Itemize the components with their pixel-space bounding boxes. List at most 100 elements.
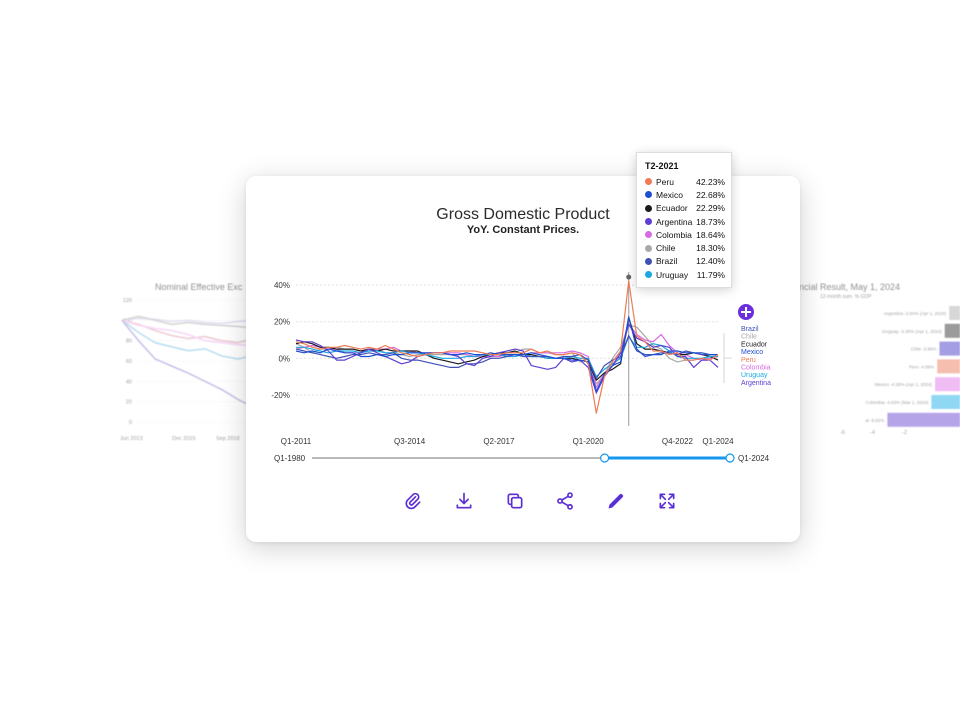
tooltip-title: T2-2021 [645,161,679,171]
x-tick-label: Q1-2024 [702,437,734,446]
share-button[interactable] [552,488,578,514]
series-color-dot [645,244,652,252]
bg-right-bar-label: Colombia -4.63% (Mar 1, 2024) [866,400,929,405]
tooltip-series-value: 12.40% [696,256,725,267]
background-fiscal-chart: ancial Result, May 1, 2024 12-month sum. … [794,282,960,436]
legend-label-peru: Peru [741,357,756,364]
legend-label-ecuador: Ecuador [741,341,768,348]
tooltip-series-value: 18.30% [696,243,725,254]
bg-right-bar [931,395,960,409]
bg-right-bar [887,412,960,427]
tooltip-series-name: Ecuador [656,203,688,214]
x-tick-label: Q4-2022 [662,437,694,446]
bg-left-x-tick: Dec 2015 [172,436,196,442]
y-tick-label: -20% [271,391,290,400]
series-color-dot [645,271,652,279]
slider-start-label: Q1-1980 [274,454,306,463]
series-color-dot [645,204,652,212]
legend-label-mexico: Mexico [741,349,763,356]
link-button[interactable] [400,488,426,514]
tooltip-series-name: Argentina [656,216,693,227]
chart-title: Gross Domestic Product [436,206,610,223]
bg-left-y-tick: 80 [126,339,132,345]
bg-right-x-tick: -4 [870,430,875,436]
legend-label-colombia: Colombia [741,365,771,372]
tooltip-series-name: Chile [656,243,676,254]
bg-right-bar-label: al -8.82% [865,418,884,423]
tooltip-rows: Peru 42.23% Mexico 22.68% Ecuador 22.29% Argen… [637,175,731,281]
tooltip-series-value: 22.29% [696,203,725,214]
tooltip-row: Argentina 18.73% [637,215,731,228]
tooltip-series-value: 18.64% [696,229,725,240]
bg-right-bar-label: Peru -4.08% [909,364,934,369]
tooltip-row: Mexico 22.68% [637,188,731,201]
series-color-dot [645,231,652,239]
bg-left-x-tick: Sep 2018 [216,436,240,442]
bg-right-x-tick: -6 [840,430,845,436]
copy-button[interactable] [502,488,528,514]
bg-right-bar [937,359,960,374]
tooltip-row: Chile 18.30% [637,241,731,254]
tooltip-row: Brazil 12.40% [637,255,731,268]
legend-label-brazil: Brazil [741,326,759,333]
tooltip-row: Ecuador 22.29% [637,202,731,215]
series-line-mexico [295,316,718,392]
y-tick-label: 20% [274,318,290,327]
tooltip-series-name: Colombia [656,229,692,240]
bg-right-bar-label: Mexico -4.28% (Apr 1, 2024) [875,382,933,387]
x-tick-label: Q2-2017 [483,437,515,446]
bg-left-y-tick: 20 [126,400,132,406]
bg-left-y-tick: 40 [126,379,132,385]
slider-handle-end[interactable] [725,453,735,463]
hover-tooltip: T2-2021 Peru 42.23% Mexico 22.68% Ecuador 22.… [636,152,732,288]
x-tick-label: Q3-2014 [394,437,426,446]
bg-left-y-tick: 60 [126,359,132,365]
tooltip-series-value: 18.73% [696,216,725,227]
legend-label-uruguay: Uruguay [741,372,768,379]
series-color-dot [645,257,652,265]
edit-icon [608,493,624,509]
tooltip-row: Uruguay 11.79% [637,268,731,281]
bg-right-bar [935,377,960,392]
hover-marker [626,274,632,280]
link-icon [405,492,421,510]
tooltip-series-name: Peru [656,176,674,187]
bg-left-x-tick: Jun 2013 [120,436,143,442]
gdp-chart: 40% 20% 0% -20% Q1-2011 Q3-2014 Q2-2017 Q1-2020… [271,272,771,463]
expand-button[interactable] [654,488,680,514]
y-tick-label: 0% [278,354,290,363]
tooltip-series-value: 42.23% [696,176,725,187]
share-icon [557,492,574,510]
series-color-dot [645,218,652,226]
legend-bracket [723,333,732,383]
bg-right-title: ancial Result, May 1, 2024 [794,282,900,292]
x-tick-label: Q1-2020 [573,437,605,446]
tooltip-series-value: 11.79% [696,269,725,280]
series-color-dot [645,191,652,199]
bg-right-bar [944,323,960,338]
copy-icon [507,493,523,509]
x-tick-label: Q1-2011 [281,437,312,446]
tooltip-row: Peru 42.23% [637,175,731,188]
tooltip-row: Colombia 18.64% [637,228,731,241]
chart-toolbar [400,488,680,514]
edit-button[interactable] [603,488,629,514]
bg-right-bar-label: Chile -3.86% [911,347,937,352]
y-tick-label: 40% [274,281,290,290]
bg-left-y-tick: 120 [123,298,132,304]
download-icon [456,492,472,509]
legend-label-argentina: Argentina [741,380,771,387]
bg-left-title: Nominal Effective Exc [155,282,243,292]
slider-handle-start[interactable] [600,453,610,463]
bg-right-bar-label: Uruguay -3.36% (Apr 1, 2024) [882,329,943,334]
bg-right-subtitle: 12-month sum. % GDP [820,294,872,300]
series-line-peru [295,280,719,414]
tooltip-series-name: Brazil [656,256,678,267]
bg-right-bar [949,306,960,320]
tooltip-series-name: Uruguay [656,269,689,280]
bg-right-bar [939,341,960,356]
expand-icon [659,493,675,509]
bg-right-x-tick: -2 [902,430,907,436]
series-line-argentina [295,323,719,394]
download-button[interactable] [451,488,477,514]
